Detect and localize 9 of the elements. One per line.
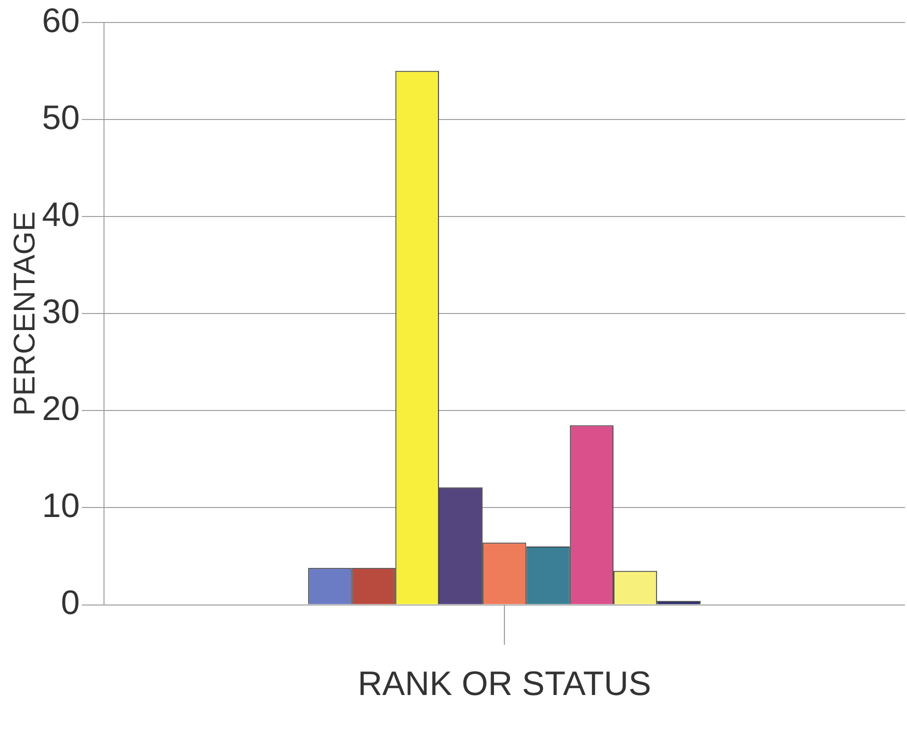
y-tick-label: 10 <box>42 487 80 526</box>
y-tick-label: 50 <box>42 98 80 137</box>
y-tick-label: 60 <box>42 2 80 40</box>
y-tick-label: 0 <box>60 584 80 622</box>
y-axis-title: PERCENTAGE <box>8 211 42 416</box>
y-tick-label: 30 <box>42 292 80 331</box>
y-tick-label: 20 <box>42 390 80 428</box>
x-axis-title: RANK OR STATUS <box>358 664 652 703</box>
y-tick-label: 40 <box>42 196 80 234</box>
